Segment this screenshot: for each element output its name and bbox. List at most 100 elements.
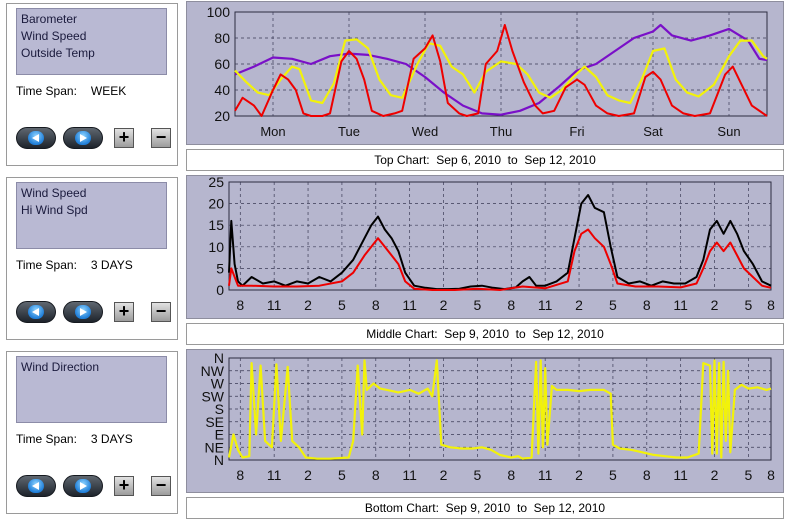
middle-chart: 0 5 10 15 20 25 8 11 2 5 8 11 2 5 8 11 2 5 8 11 2 5 8: [186, 174, 784, 319]
series-list[interactable]: Wind Speed Hi Wind Spd: [16, 182, 167, 249]
x-tick-label: 5: [474, 467, 482, 483]
y-tick-label: N: [214, 350, 224, 366]
arrow-left-glyph: [32, 308, 39, 316]
series-line-purple: [234, 23, 768, 116]
y-tick-label: 20: [208, 196, 224, 212]
series-line-red: [234, 24, 768, 117]
series-item[interactable]: Barometer: [21, 12, 78, 26]
x-tick-label: Wed: [412, 124, 439, 139]
y-tick-label: 15: [208, 217, 224, 233]
series-list[interactable]: Barometer Wind Speed Outside Temp: [16, 8, 167, 75]
previous-button[interactable]: [16, 475, 56, 497]
series-item[interactable]: Hi Wind Spd: [21, 203, 88, 217]
x-tick-label: 2: [304, 467, 312, 483]
bottom-chart: N NE E SE S SW W NW N 8 11 2 5 8 11 2 5 8 11 2 5 8 11 2 5 8: [186, 349, 784, 493]
arrow-right-glyph: [80, 134, 87, 142]
x-tick-label: 8: [507, 297, 515, 313]
control-panel-middle: Wind Speed Hi Wind Spd Time Span: 3 DAYS …: [6, 177, 178, 340]
x-tick-label: 5: [745, 467, 753, 483]
x-tick-label: Thu: [490, 124, 512, 139]
time-span-label: Time Span:: [16, 258, 77, 272]
x-tick-label: 11: [267, 297, 282, 313]
nav-controls: + −: [16, 127, 176, 151]
x-tick-label: 8: [236, 297, 244, 313]
previous-button[interactable]: [16, 301, 56, 323]
x-tick-label: 11: [402, 297, 417, 313]
nav-controls: + −: [16, 475, 176, 499]
arrow-right-glyph: [80, 482, 87, 490]
next-button[interactable]: [63, 301, 103, 323]
nav-controls: + −: [16, 301, 176, 325]
time-span-value: 3 DAYS: [90, 432, 133, 446]
zoom-in-button[interactable]: +: [114, 476, 134, 496]
x-tick-label: 8: [767, 467, 775, 483]
x-tick-label: 11: [267, 467, 282, 483]
previous-button[interactable]: [16, 127, 56, 149]
zoom-out-button[interactable]: −: [151, 302, 171, 322]
y-tick-label: NW: [201, 363, 225, 379]
control-panel-top: Barometer Wind Speed Outside Temp Time S…: [6, 3, 178, 166]
plot-area: [228, 181, 772, 291]
x-tick-label: 2: [575, 467, 583, 483]
y-tick-label: 100: [207, 4, 231, 20]
x-tick-label: 2: [304, 297, 312, 313]
x-tick-label: 5: [474, 297, 482, 313]
y-tick-label: SW: [201, 388, 224, 404]
x-tick-label: Sat: [643, 124, 663, 139]
time-span: Time Span: 3 DAYS: [16, 432, 133, 446]
x-tick-label: Tue: [338, 124, 360, 139]
top-chart: 20 40 60 80 100 Mon Tue Wed Thu Fri Sat Sun: [186, 1, 784, 145]
x-tick-label: 5: [338, 297, 346, 313]
x-tick-label: 8: [372, 467, 380, 483]
x-tick-label: 2: [711, 297, 719, 313]
time-span-value: WEEK: [90, 84, 127, 98]
middle-chart-caption: Middle Chart: Sep 9, 2010 to Sep 12, 201…: [186, 323, 784, 345]
series-item[interactable]: Outside Temp: [21, 46, 95, 60]
x-tick-label: 2: [440, 467, 448, 483]
y-tick-label: S: [215, 401, 224, 417]
next-button[interactable]: [63, 127, 103, 149]
series-line-yellow: [234, 38, 768, 105]
x-tick-label: 8: [507, 467, 515, 483]
x-tick-label: 8: [767, 297, 775, 313]
y-tick-label: 10: [208, 239, 224, 255]
series-item[interactable]: Wind Speed: [21, 186, 87, 200]
series-line-black: [228, 194, 772, 291]
zoom-out-button[interactable]: −: [151, 476, 171, 496]
y-tick-label: 60: [214, 56, 230, 72]
bottom-chart-caption: Bottom Chart: Sep 9, 2010 to Sep 12, 201…: [186, 497, 784, 519]
x-tick-label: 11: [538, 297, 553, 313]
x-tick-label: 8: [643, 297, 651, 313]
x-tick-label: 5: [745, 297, 753, 313]
zoom-in-button[interactable]: +: [114, 302, 134, 322]
series-list[interactable]: Wind Direction: [16, 356, 167, 423]
next-button[interactable]: [63, 475, 103, 497]
y-tick-label: 80: [214, 30, 230, 46]
time-span: Time Span: 3 DAYS: [16, 258, 133, 272]
x-tick-label: 11: [673, 297, 688, 313]
x-tick-label: 11: [402, 467, 417, 483]
time-span: Time Span: WEEK: [16, 84, 126, 98]
x-tick-label: Sun: [717, 124, 740, 139]
x-tick-label: 5: [609, 297, 617, 313]
time-span-value: 3 DAYS: [90, 258, 133, 272]
zoom-in-button[interactable]: +: [114, 128, 134, 148]
y-tick-label: W: [211, 376, 225, 392]
x-tick-label: 11: [538, 467, 553, 483]
series-item[interactable]: Wind Speed: [21, 29, 87, 43]
x-tick-label: Fri: [569, 124, 584, 139]
y-tick-label: SE: [205, 414, 224, 430]
top-chart-caption: Top Chart: Sep 6, 2010 to Sep 12, 2010: [186, 149, 784, 171]
y-tick-label: 20: [214, 108, 230, 124]
series-item[interactable]: Wind Direction: [21, 360, 100, 374]
zoom-out-button[interactable]: −: [151, 128, 171, 148]
x-tick-label: 5: [338, 467, 346, 483]
x-tick-label: 2: [711, 467, 719, 483]
x-tick-label: 2: [440, 297, 448, 313]
x-tick-label: 8: [643, 467, 651, 483]
arrow-left-glyph: [32, 134, 39, 142]
top-chart-svg: 20 40 60 80 100 Mon Tue Wed Thu Fri Sat Sun: [207, 4, 768, 139]
y-tick-label: 25: [208, 176, 224, 190]
